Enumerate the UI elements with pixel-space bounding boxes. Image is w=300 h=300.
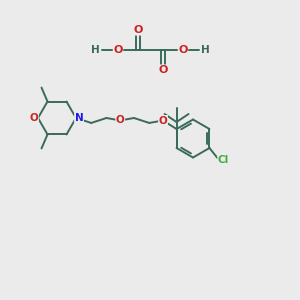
Text: O: O [159,116,167,125]
Text: O: O [113,45,123,55]
Text: H: H [201,45,210,55]
Text: O: O [158,65,168,75]
Text: O: O [30,113,38,123]
Text: H: H [91,45,100,55]
Text: Cl: Cl [218,155,229,165]
Text: O: O [116,116,124,125]
Text: O: O [133,25,143,35]
Text: O: O [178,45,188,55]
Text: N: N [75,113,83,123]
